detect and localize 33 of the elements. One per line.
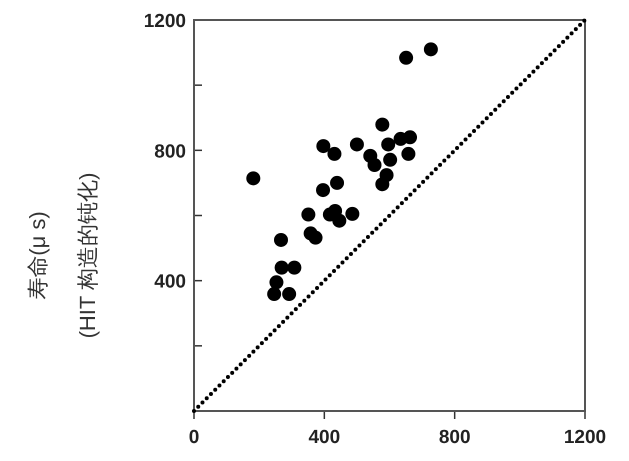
point	[301, 208, 316, 222]
x-tick-label: 0	[188, 427, 200, 448]
point	[381, 137, 396, 152]
y-axis-title: 寿命(μ s) (HIT 构造的钝化)	[25, 172, 100, 338]
point	[401, 146, 416, 161]
point	[274, 232, 288, 247]
x-tick-label: 400	[308, 427, 340, 448]
point	[375, 118, 390, 132]
point	[269, 275, 284, 290]
point	[424, 42, 438, 56]
point	[383, 152, 398, 167]
y-tick-label: 1200	[144, 11, 186, 32]
point	[246, 171, 260, 186]
point	[282, 287, 296, 302]
point	[316, 183, 330, 198]
point	[368, 158, 382, 172]
point	[287, 260, 302, 275]
point	[267, 287, 282, 302]
point	[345, 206, 360, 221]
y-tick-label: 800	[154, 141, 186, 162]
point	[332, 214, 346, 228]
point	[350, 137, 364, 152]
point	[403, 130, 418, 144]
y-tick-label: 400	[154, 272, 186, 293]
point	[308, 230, 323, 245]
point	[274, 260, 289, 275]
point	[327, 146, 342, 161]
point	[316, 139, 330, 154]
x-tick-label: 1200	[564, 427, 606, 448]
point	[375, 177, 390, 192]
x-tick-label: 800	[438, 427, 471, 448]
point	[330, 176, 344, 190]
point	[399, 50, 414, 65]
